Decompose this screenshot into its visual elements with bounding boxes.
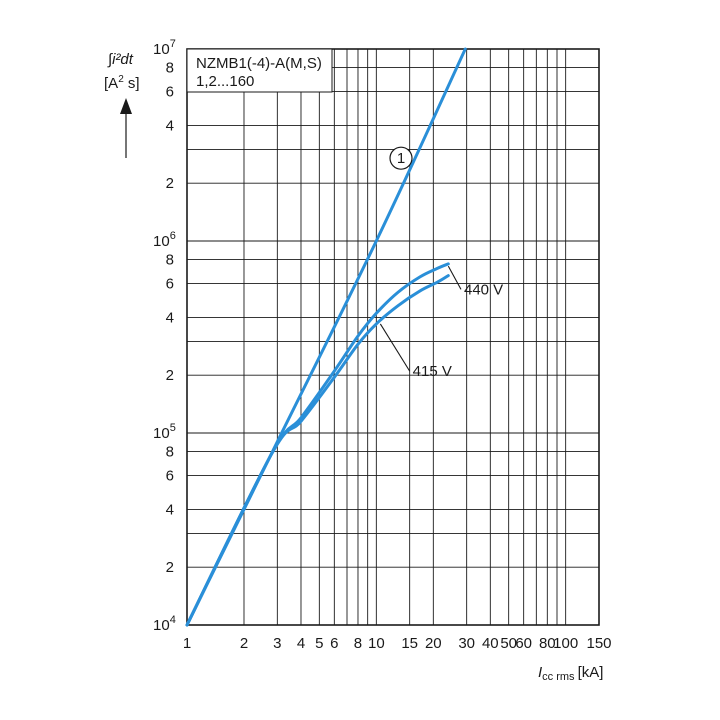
x-tick-label: 5: [315, 635, 323, 652]
callout-line: [379, 323, 411, 372]
chart-title: NZMB1(-4)-A(M,S): [196, 55, 322, 72]
x-tick-label: 100: [553, 635, 578, 652]
series-line: [185, 262, 450, 627]
x-tick-label: 15: [401, 635, 418, 652]
x-tick-label: 20: [425, 635, 442, 652]
y-tick-label-major: 105: [153, 422, 176, 442]
x-tick-label: 150: [586, 635, 611, 652]
x-axis-label: Icc rms [kA]: [538, 664, 603, 683]
x-tick-label: 2: [240, 635, 248, 652]
grid-lines: [186, 48, 600, 626]
series-label: 440 V: [464, 281, 503, 298]
series-label: 1: [397, 150, 405, 167]
chart-subtitle: 1,2...160: [196, 73, 254, 90]
x-tick-label: 10: [368, 635, 385, 652]
y-tick-label: 6: [166, 468, 174, 485]
y-tick-label-major: 106: [153, 230, 176, 250]
y-tick-label: 2: [166, 367, 174, 384]
y-axis-arrow: [120, 98, 132, 158]
y-tick-label: 4: [166, 309, 174, 326]
y-axis-label-unit: [A2 s]: [104, 74, 140, 92]
x-tick-label: 50: [500, 635, 517, 652]
x-tick-label: 60: [515, 635, 532, 652]
y-tick-label-major: 104: [153, 614, 176, 634]
x-tick-label: 8: [354, 635, 362, 652]
series-marker-circle: [389, 146, 413, 170]
series-line: [185, 274, 450, 627]
plot-frame: [186, 48, 600, 626]
x-tick-label: 6: [330, 635, 338, 652]
y-axis-label-integral: ∫i²dt: [107, 51, 134, 68]
y-tick-label: 8: [166, 60, 174, 77]
x-tick-label: 30: [458, 635, 475, 652]
y-tick-label: 4: [166, 501, 174, 518]
y-tick-label: 6: [166, 276, 174, 293]
y-tick-label-major: 107: [153, 38, 176, 58]
x-tick-label: 80: [539, 635, 556, 652]
y-tick-label: 6: [166, 84, 174, 101]
x-tick-label: 1: [183, 635, 191, 652]
title-box: [186, 48, 333, 93]
x-tick-label: 3: [273, 635, 281, 652]
y-tick-label: 2: [166, 175, 174, 192]
curves: 1 440 V 415 V: [185, 47, 503, 627]
callout-line: [447, 265, 462, 290]
y-tick-label: 2: [166, 559, 174, 576]
x-tick-label: 4: [297, 635, 305, 652]
y-tick-label: 8: [166, 252, 174, 269]
y-tick-label: 4: [166, 117, 174, 134]
series-label: 415 V: [413, 363, 452, 380]
y-tick-label: 8: [166, 444, 174, 461]
x-tick-label: 40: [482, 635, 499, 652]
